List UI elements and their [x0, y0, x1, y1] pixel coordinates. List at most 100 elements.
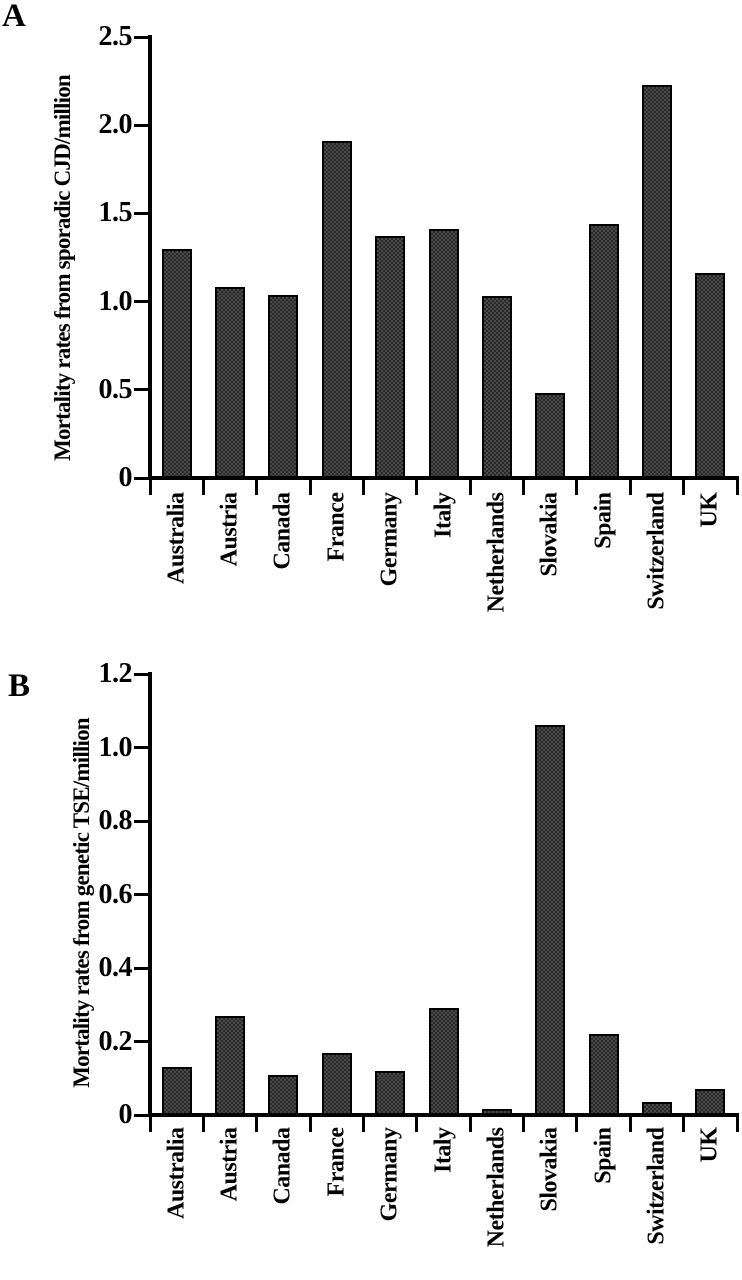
bar-switzerland — [641, 84, 672, 478]
y-tick — [134, 819, 148, 823]
x-tick — [468, 1115, 472, 1132]
y-tick-label: 0 — [118, 1099, 133, 1130]
x-tick — [201, 1115, 205, 1132]
y-tick — [134, 388, 148, 392]
x-tick — [308, 1115, 312, 1132]
x-tick — [735, 1115, 739, 1132]
bar-australia — [161, 248, 192, 478]
x-category-label-austria: Austria — [216, 1127, 243, 1202]
x-category-label-switzerland: Switzerland — [643, 1127, 670, 1245]
x-tick — [201, 478, 205, 495]
y-tick-label: 2.5 — [98, 21, 133, 52]
x-category-label-germany: Germany — [376, 492, 403, 587]
x-tick — [148, 1115, 152, 1132]
x-category-label-switzerland: Switzerland — [643, 492, 670, 610]
x-category-label-australia: Australia — [163, 492, 190, 585]
x-tick — [628, 1115, 632, 1132]
x-category-label-slovakia: Slovakia — [536, 492, 563, 577]
y-tick — [134, 1040, 148, 1043]
bar-uk — [695, 273, 726, 478]
bar-netherlands — [481, 296, 512, 478]
x-category-label-uk: UK — [696, 492, 723, 528]
y-tick-label: 0.4 — [98, 952, 133, 983]
y-tick-label: 1.2 — [98, 658, 133, 689]
y-tick — [134, 1113, 148, 1117]
bar-netherlands — [481, 1109, 512, 1115]
x-tick — [628, 478, 632, 495]
x-category-label-slovakia: Slovakia — [536, 1127, 563, 1212]
x-tick — [575, 1115, 579, 1132]
bar-slovakia — [535, 725, 566, 1115]
x-tick — [415, 1115, 419, 1132]
x-category-label-italy: Italy — [430, 492, 456, 539]
bar-spain — [588, 1034, 619, 1115]
x-category-label-italy: Italy — [430, 1127, 456, 1174]
x-tick — [308, 478, 312, 495]
x-category-label-netherlands: Netherlands — [483, 1127, 510, 1248]
x-category-label-australia: Australia — [163, 1127, 190, 1220]
y-tick-label: 0 — [118, 462, 133, 493]
y-tick — [134, 211, 148, 215]
y-tick — [134, 300, 148, 304]
x-tick — [522, 1115, 526, 1132]
x-category-label-austria: Austria — [216, 492, 243, 567]
x-tick — [415, 478, 419, 495]
bar-france — [321, 141, 352, 478]
bar-slovakia — [535, 393, 566, 478]
bar-germany — [375, 236, 406, 478]
x-tick — [522, 478, 526, 495]
y-tick-label: 0.5 — [98, 373, 133, 405]
y-axis-title: Mortality rates from genetic TSE/million — [69, 718, 94, 1088]
x-tick — [735, 478, 739, 495]
y-tick — [134, 893, 148, 896]
bar-uk — [695, 1089, 726, 1115]
y-tick-label: 2.0 — [98, 109, 133, 141]
x-tick — [255, 478, 259, 495]
x-tick — [361, 478, 365, 495]
y-tick — [134, 476, 148, 480]
panel-a-letter: A — [2, 0, 26, 34]
bar-austria — [215, 1015, 246, 1115]
bar-germany — [375, 1070, 406, 1115]
x-axis-line — [148, 1113, 739, 1117]
y-tick-label: 0.2 — [98, 1025, 133, 1057]
y-axis-title: Mortality rates from sporadic CJD/millio… — [50, 75, 75, 461]
x-category-label-france: France — [323, 1127, 350, 1197]
y-tick-label: 1.5 — [98, 197, 133, 229]
y-tick — [134, 35, 148, 39]
y-tick — [134, 672, 148, 676]
y-tick — [134, 966, 148, 970]
bar-spain — [588, 223, 619, 478]
bar-canada — [268, 1074, 299, 1115]
bar-switzerland — [641, 1102, 672, 1115]
bar-france — [321, 1052, 352, 1115]
bar-austria — [215, 287, 246, 478]
x-tick — [468, 478, 472, 495]
y-axis-line — [148, 672, 152, 1117]
y-tick-label: 0.6 — [98, 878, 133, 910]
x-axis-line — [148, 476, 739, 480]
x-category-label-germany: Germany — [376, 1127, 403, 1222]
y-tick-label: 1.0 — [98, 285, 133, 317]
bar-italy — [428, 1008, 459, 1115]
x-category-label-spain: Spain — [590, 1127, 617, 1184]
x-tick — [682, 1115, 686, 1132]
x-category-label-france: France — [323, 492, 350, 562]
panel-b-letter: B — [8, 668, 31, 704]
x-category-label-netherlands: Netherlands — [483, 492, 510, 613]
x-tick — [361, 1115, 365, 1132]
bar-canada — [268, 294, 299, 478]
x-tick — [575, 478, 579, 495]
x-category-label-uk: UK — [696, 1127, 723, 1163]
y-tick-label: 1.0 — [98, 731, 133, 763]
bar-italy — [428, 229, 459, 478]
y-tick — [134, 746, 148, 749]
y-tick — [134, 123, 148, 127]
x-category-label-canada: Canada — [269, 492, 296, 570]
x-tick — [255, 1115, 259, 1132]
y-axis-line — [148, 35, 152, 480]
y-tick-label: 0.8 — [98, 805, 133, 836]
x-tick — [682, 478, 686, 495]
x-tick — [148, 478, 152, 495]
